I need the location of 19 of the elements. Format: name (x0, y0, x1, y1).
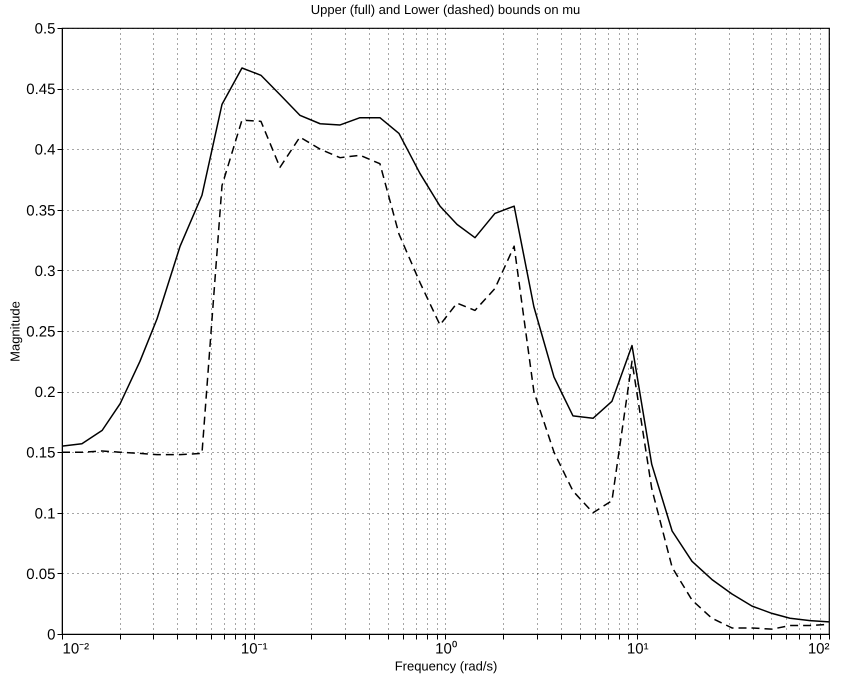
y-tick-label: 0.25 (26, 324, 56, 340)
y-tick-label: 0.5 (34, 20, 56, 38)
y-tick-label: 0.45 (26, 81, 56, 98)
y-axis-title: Magnitude (7, 301, 22, 362)
x-tick-label: 10⁻² (62, 640, 90, 658)
y-tick-label: 0 (47, 626, 56, 644)
y-tick-label: 0.4 (34, 142, 56, 159)
x-tick-label: 10¹ (626, 640, 649, 658)
y-tick-label: 0.2 (34, 384, 56, 402)
y-tick-label: 0.05 (26, 566, 56, 583)
x-axis-title: Frequency (rad/s) (394, 658, 498, 674)
x-tick-label: 10⁰ (435, 640, 457, 658)
y-tick-label: 0.3 (34, 262, 56, 280)
y-tick-label: 0.15 (26, 444, 56, 462)
x-tick-label: 10² (808, 640, 830, 658)
y-tick-label: 0.1 (34, 505, 56, 522)
chart-title: Upper (full) and Lower (dashed) bounds on mu (310, 2, 580, 17)
x-tick-label: 10⁻¹ (240, 640, 268, 658)
y-tick-label: 0.35 (26, 202, 56, 220)
